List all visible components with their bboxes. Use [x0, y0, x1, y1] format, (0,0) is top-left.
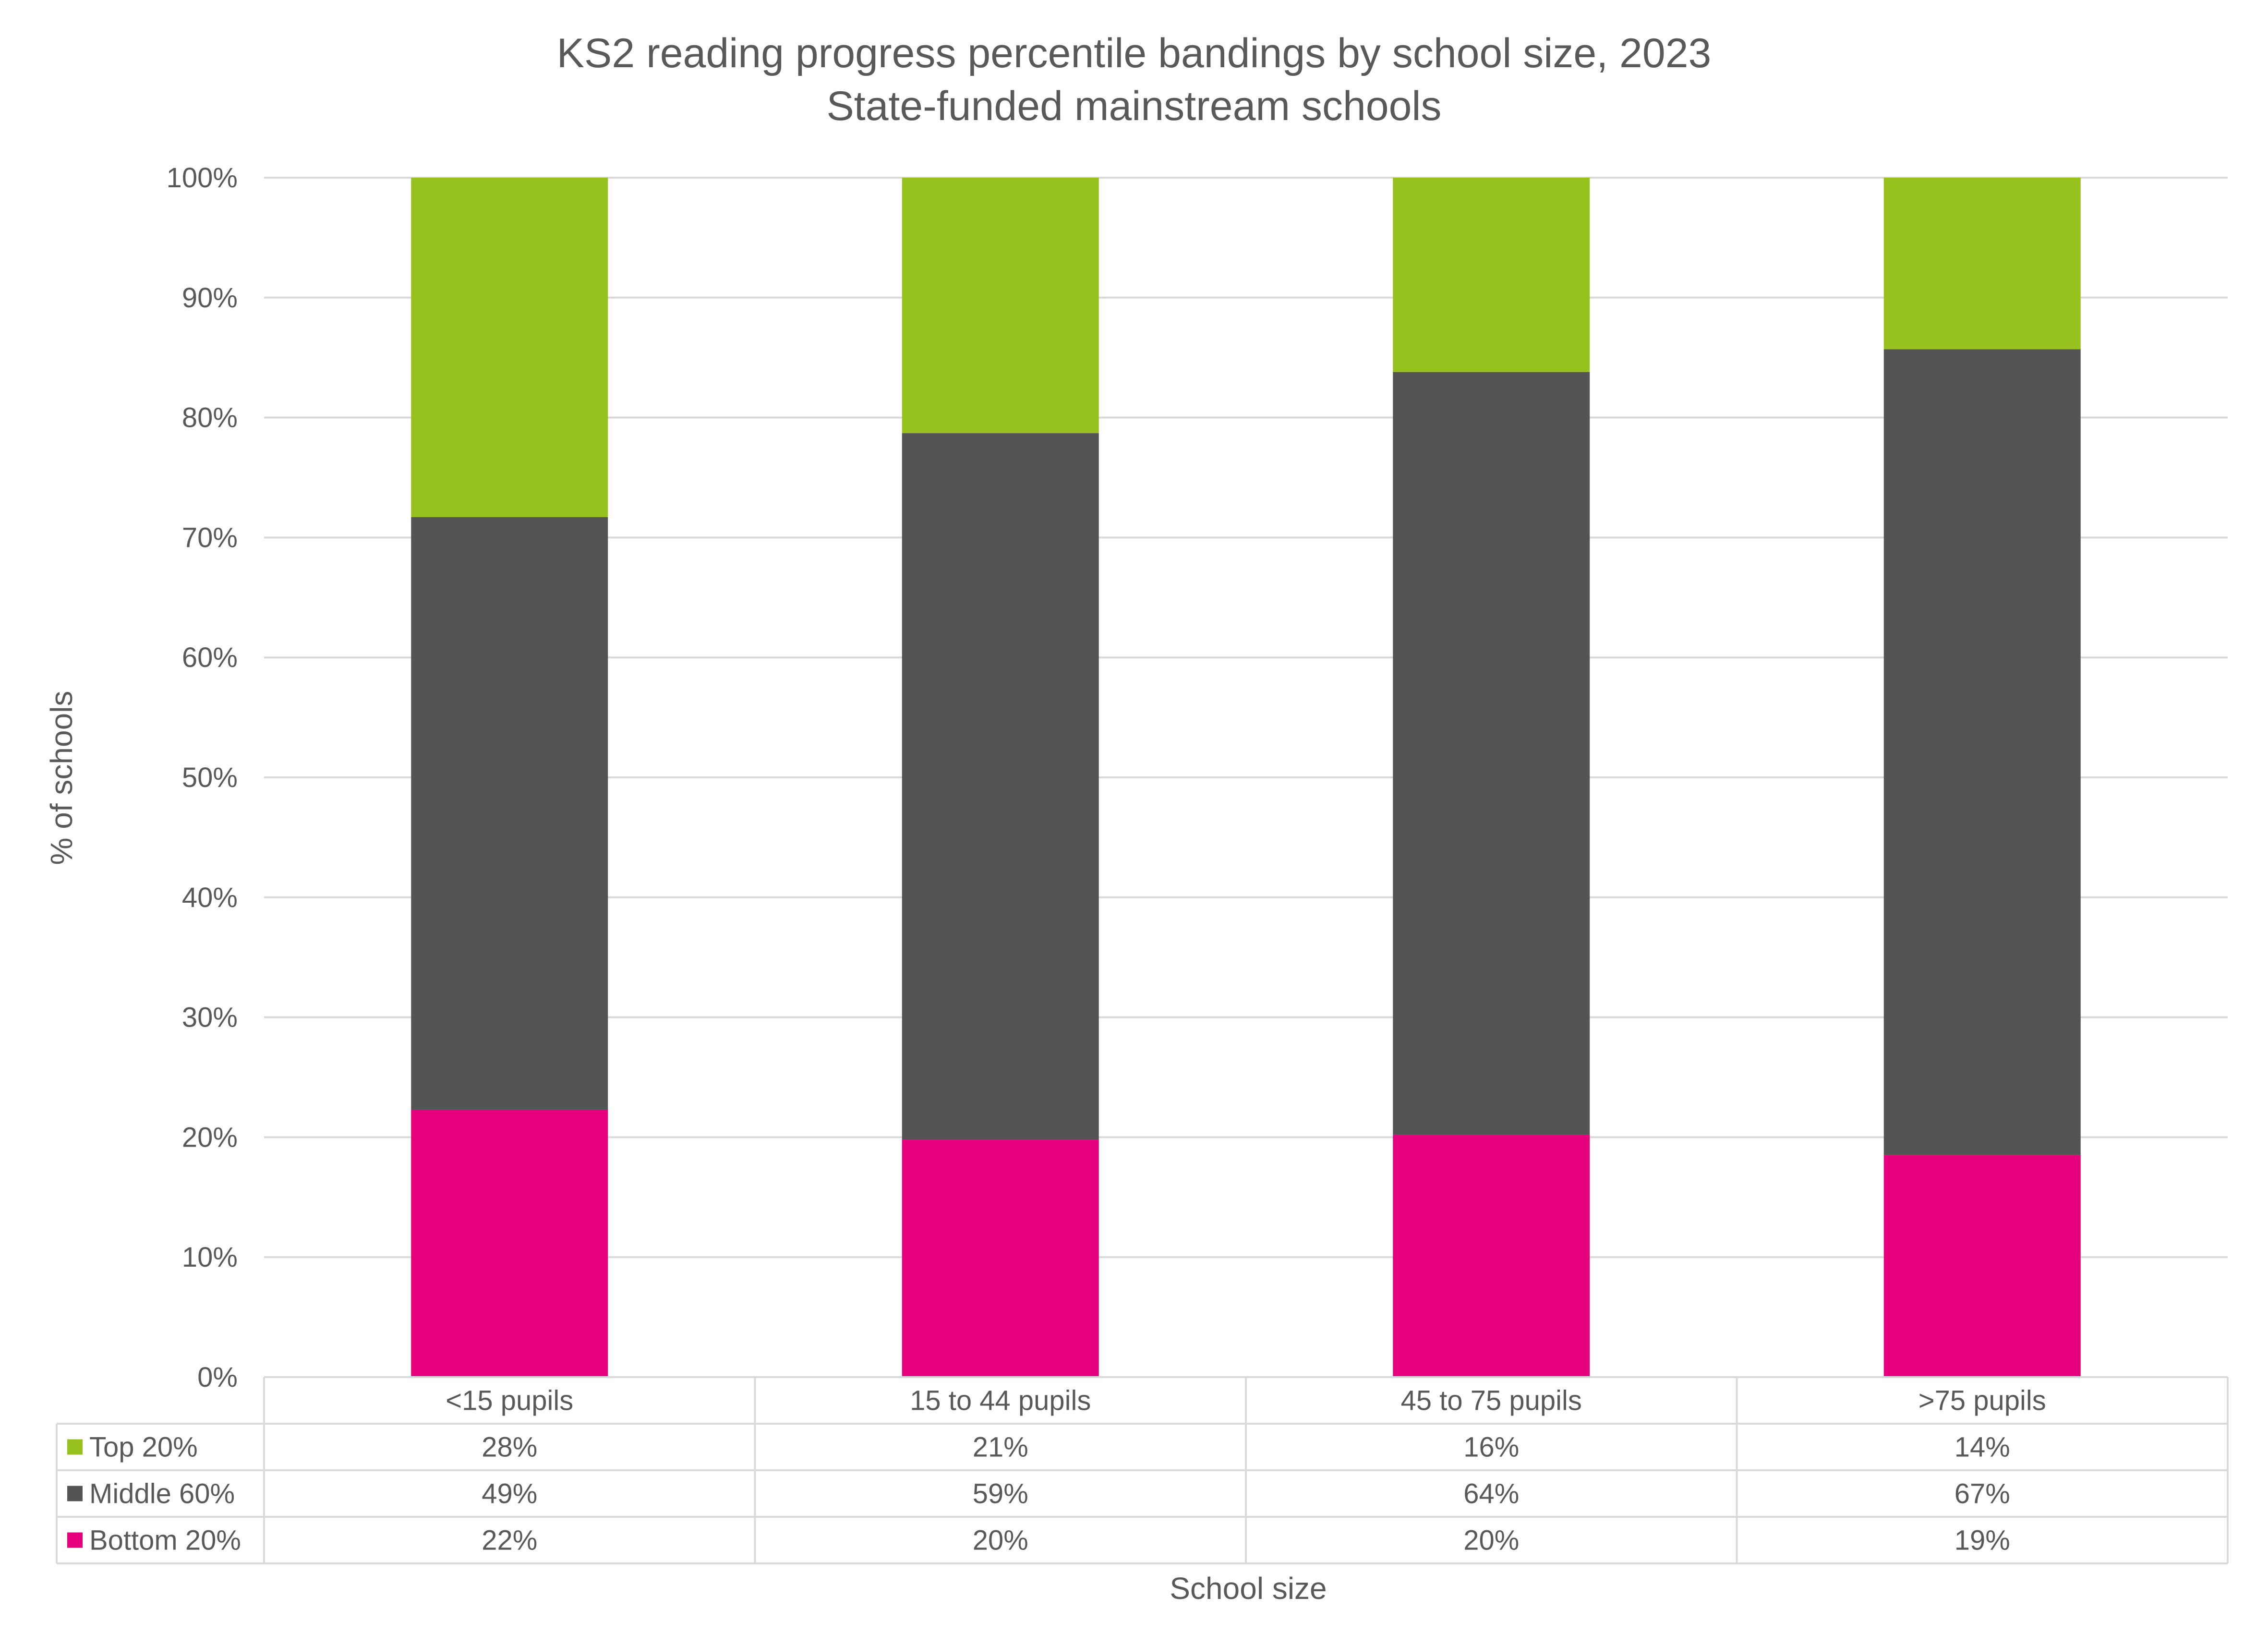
- x-category-label: >75 pupils: [1918, 1385, 2046, 1416]
- legend-label: Middle 60%: [89, 1478, 235, 1510]
- legend-key: [67, 1532, 83, 1548]
- bar-segment: [411, 517, 608, 1110]
- data-table: <15 pupils 15 to 44 pupils 45 to 75 pupils…: [56, 1376, 2229, 1564]
- y-tick-label: 90%: [182, 282, 238, 314]
- bars: [411, 178, 2081, 1377]
- table-cell: 49%: [482, 1478, 537, 1510]
- x-category-label: 15 to 44 pupils: [910, 1385, 1091, 1416]
- legend-key: [67, 1439, 83, 1455]
- table-cell: 14%: [1954, 1432, 2010, 1463]
- table-cell: 20%: [1463, 1525, 1519, 1556]
- bar-segment: [902, 1139, 1099, 1377]
- y-tick-label: 70%: [182, 522, 238, 553]
- table-cell: 16%: [1463, 1432, 1519, 1463]
- table-cell: 64%: [1463, 1478, 1519, 1510]
- bar-segment: [902, 178, 1099, 434]
- y-tick-label: 60%: [182, 642, 238, 673]
- x-axis-title: School size: [1170, 1571, 1327, 1606]
- bar-segment: [1883, 178, 2081, 350]
- bar-segment: [1883, 1155, 2081, 1377]
- table-cell: 67%: [1954, 1478, 2010, 1510]
- y-tick-label: 30%: [182, 1002, 238, 1033]
- y-tick-label: 80%: [182, 402, 238, 434]
- chart-title: KS2 reading progress percentile bandings…: [557, 30, 1712, 76]
- y-tick-label: 40%: [182, 882, 238, 913]
- chart-subtitle: State-funded mainstream schools: [826, 83, 1441, 129]
- y-axis: 0% 10% 20% 30% 40% 50% 60% 70% 80% 90% 100%: [167, 162, 238, 1393]
- table-cell: 20%: [973, 1525, 1028, 1556]
- x-category-label: <15 pupils: [446, 1385, 573, 1416]
- y-tick-label: 100%: [167, 162, 238, 194]
- y-tick-label: 50%: [182, 762, 238, 793]
- legend-label: Bottom 20%: [89, 1525, 241, 1556]
- bar-segment: [1393, 372, 1590, 1135]
- bar-segment: [411, 178, 608, 517]
- bar-segment: [902, 433, 1099, 1140]
- y-tick-label: 0%: [197, 1362, 238, 1393]
- table-cell: 21%: [973, 1432, 1028, 1463]
- x-category-label: 45 to 75 pupils: [1401, 1385, 1582, 1416]
- bar-segment: [1883, 349, 2081, 1155]
- bar-segment: [411, 1109, 608, 1377]
- bar-segment: [1393, 178, 1590, 372]
- table-cell: 28%: [482, 1432, 537, 1463]
- y-axis-title: % of schools: [44, 691, 79, 865]
- legend-key: [67, 1486, 83, 1501]
- bar-segment: [1393, 1135, 1590, 1377]
- y-tick-label: 10%: [182, 1242, 238, 1273]
- legend-label: Top 20%: [89, 1432, 198, 1463]
- table-cell: 59%: [973, 1478, 1028, 1510]
- table-cell: 22%: [482, 1525, 537, 1556]
- y-tick-label: 20%: [182, 1122, 238, 1153]
- table-cell: 19%: [1954, 1525, 2010, 1556]
